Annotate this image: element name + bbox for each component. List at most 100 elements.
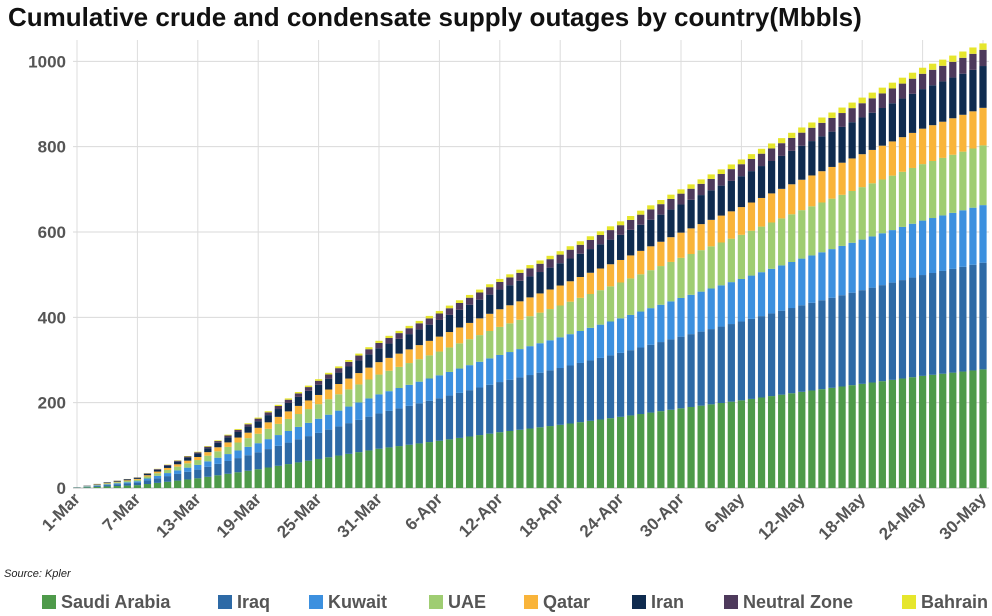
bar-segment — [767, 160, 776, 194]
bar-segment — [888, 379, 897, 488]
bar-segment — [918, 67, 927, 74]
bar-segment — [184, 456, 192, 458]
bar-segment — [727, 401, 735, 488]
legend-swatch — [724, 595, 738, 609]
bar-segment — [747, 318, 756, 399]
bar-segment — [224, 473, 232, 488]
x-tick-label: 13-Mar — [152, 489, 204, 541]
bar-segment — [818, 171, 826, 203]
bar-stack — [163, 464, 172, 488]
bar-segment — [657, 214, 665, 242]
bar-segment — [304, 400, 313, 410]
bar-segment — [929, 63, 937, 70]
bar-segment — [858, 103, 866, 118]
bar-segment — [747, 398, 756, 488]
bar-segment — [596, 419, 605, 488]
bar-segment — [304, 387, 313, 391]
bar-segment — [798, 305, 806, 392]
bar-segment — [254, 433, 262, 444]
bar-segment — [103, 484, 111, 486]
bar-segment — [959, 210, 967, 267]
bar-segment — [415, 345, 423, 360]
bar-segment — [767, 193, 776, 223]
bar-segment — [204, 446, 212, 447]
bar-segment — [918, 164, 927, 221]
bar-segment — [345, 360, 353, 362]
bar-segment — [294, 393, 303, 397]
bar-segment — [174, 470, 182, 474]
bar-segment — [385, 391, 393, 411]
legend-item: Qatar — [524, 590, 590, 614]
bar-stack — [405, 325, 413, 488]
bar-segment — [455, 368, 464, 393]
bar-segment — [858, 290, 866, 384]
bar-stack — [818, 117, 826, 488]
bar-segment — [667, 198, 675, 210]
bar-segment — [405, 384, 413, 406]
bar-segment — [284, 442, 293, 465]
bar-segment — [314, 380, 323, 385]
bar-segment — [184, 479, 192, 488]
bar-segment — [355, 452, 363, 488]
bar-segment — [204, 461, 212, 467]
bar-segment — [586, 327, 595, 361]
bar-segment — [737, 159, 746, 165]
bar-segment — [868, 92, 876, 99]
bar-segment — [254, 452, 262, 470]
bar-segment — [113, 481, 121, 483]
bar-segment — [244, 446, 252, 456]
bar-segment — [687, 334, 695, 407]
bar-segment — [345, 423, 353, 454]
bar-segment — [385, 410, 393, 448]
bar-segment — [848, 292, 856, 386]
bar-segment — [486, 330, 494, 359]
bar-segment — [516, 377, 524, 430]
bar-stack — [224, 434, 232, 488]
bar-segment — [687, 254, 695, 295]
bar-segment — [898, 378, 907, 488]
bar-segment — [214, 442, 222, 448]
bar-segment — [174, 464, 182, 467]
bar-segment — [496, 309, 504, 327]
bar-segment — [808, 302, 816, 391]
bar-segment — [294, 414, 303, 427]
bar-segment — [959, 57, 967, 74]
bar-segment — [184, 457, 192, 461]
bar-segment — [476, 335, 484, 362]
bar-stack — [113, 480, 121, 488]
bar-stack — [244, 423, 252, 488]
bar-segment — [153, 469, 162, 472]
bar-segment — [153, 482, 162, 488]
x-tick-label: 18-May — [815, 489, 870, 544]
y-tick-label: 0 — [57, 479, 66, 498]
bar-segment — [325, 372, 333, 375]
bar-segment — [627, 219, 635, 230]
bar-segment — [113, 480, 121, 482]
bar-segment — [465, 322, 474, 340]
bar-segment — [264, 412, 272, 416]
bar-segment — [969, 207, 977, 265]
bar-stack — [214, 440, 222, 488]
bar-segment — [778, 188, 786, 219]
bar-segment — [828, 117, 836, 132]
bar-segment — [425, 340, 433, 356]
bar-stack — [133, 477, 142, 488]
bar-segment — [838, 126, 846, 163]
bar-segment — [486, 294, 494, 314]
bar-segment — [244, 423, 252, 425]
bar-segment — [788, 214, 796, 262]
bar-segment — [888, 88, 897, 104]
bar-segment — [335, 426, 343, 456]
legend-item: Saudi Arabia — [42, 590, 170, 614]
bar-segment — [314, 394, 323, 405]
bar-segment — [959, 114, 967, 152]
bar-segment — [949, 212, 957, 269]
bar-segment — [123, 481, 131, 483]
bar-segment — [375, 362, 383, 375]
bar-segment — [657, 411, 665, 488]
bar-segment — [647, 219, 655, 247]
bar-segment — [858, 97, 866, 104]
bar-segment — [697, 224, 705, 251]
bar-segment — [657, 266, 665, 305]
bar-stack — [959, 51, 967, 488]
